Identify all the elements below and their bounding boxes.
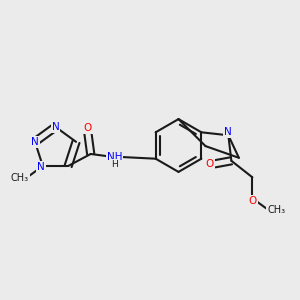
- Text: CH₃: CH₃: [267, 205, 285, 215]
- Text: CH₃: CH₃: [11, 173, 29, 183]
- Text: H: H: [111, 160, 118, 169]
- Text: N: N: [38, 163, 45, 172]
- Text: O: O: [84, 123, 92, 133]
- Text: O: O: [248, 196, 256, 206]
- Text: N: N: [31, 137, 39, 147]
- Text: NH: NH: [107, 152, 122, 162]
- Text: O: O: [205, 159, 214, 169]
- Text: N: N: [52, 122, 59, 132]
- Text: N: N: [224, 127, 232, 137]
